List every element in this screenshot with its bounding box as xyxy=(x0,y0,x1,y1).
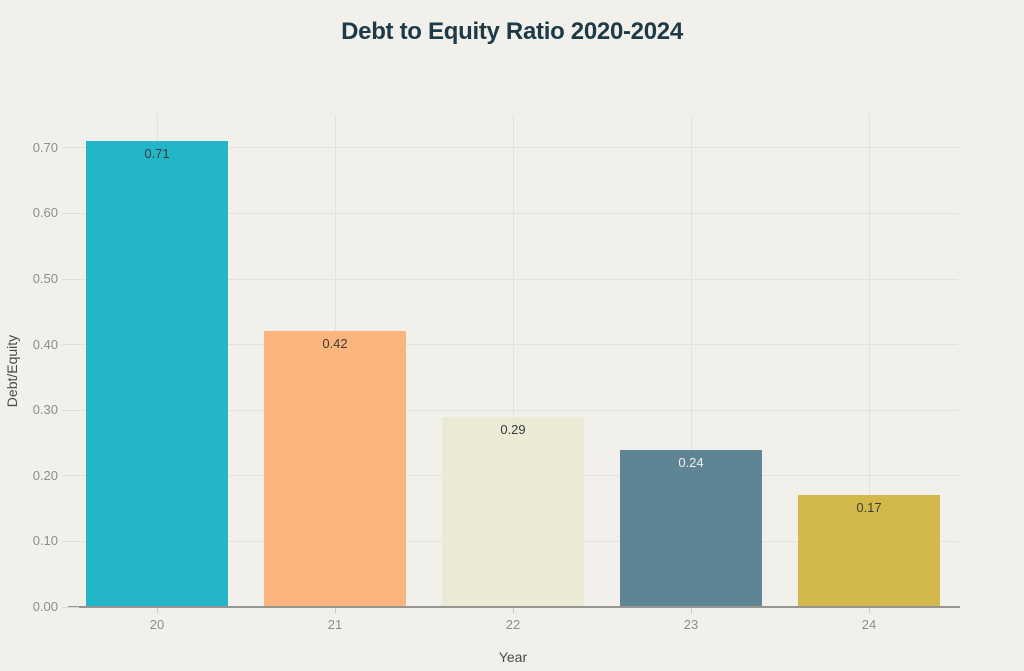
y-tick-label-0.70: 0.70 xyxy=(32,139,58,155)
bar-value-label-23: 0.24 xyxy=(678,455,704,470)
bar-value-label-24: 0.17 xyxy=(856,500,882,515)
y-tick-label-0.20: 0.20 xyxy=(32,467,58,483)
y-tick-label-0.00: 0.00 xyxy=(32,599,58,614)
x-tick-label-21: 21 xyxy=(327,617,343,632)
x-axis-line xyxy=(68,606,960,608)
bar-22: 0.29 xyxy=(442,417,584,607)
y-tick-mark-0.20 xyxy=(62,475,79,477)
horizontal-gridline-0.50 xyxy=(68,278,958,280)
bar-24: 0.17 xyxy=(798,495,940,607)
y-tick-label-0.50: 0.50 xyxy=(32,271,58,286)
y-tick-mark-0.30 xyxy=(62,409,79,411)
horizontal-gridline-0.70 xyxy=(68,147,958,149)
x-tick-mark-24 xyxy=(869,608,870,613)
plot-area: 0.71 0.42 0.29 0.24 0.17 xyxy=(68,115,958,607)
y-tick-mark-0.70 xyxy=(62,147,79,149)
bar-value-label-21: 0.42 xyxy=(322,336,348,351)
vertical-gridline-23 xyxy=(690,115,692,607)
bar-20: 0.71 xyxy=(86,141,228,607)
x-tick-mark-22 xyxy=(513,608,514,613)
x-tick-mark-21 xyxy=(335,608,336,613)
horizontal-gridline-0.60 xyxy=(68,212,958,214)
y-tick-label-0.60: 0.60 xyxy=(32,205,58,221)
y-tick-mark-0.40 xyxy=(62,344,79,346)
vertical-gridline-22 xyxy=(512,115,514,607)
x-tick-mark-20 xyxy=(157,608,158,613)
x-tick-label-23: 23 xyxy=(683,617,699,632)
x-tick-mark-23 xyxy=(691,608,692,613)
y-tick-mark-0.50 xyxy=(62,278,79,280)
bar-value-label-22: 0.29 xyxy=(500,422,526,437)
vertical-gridline-24 xyxy=(868,115,870,607)
y-tick-label-0.40: 0.40 xyxy=(32,336,58,352)
chart-title: Debt to Equity Ratio 2020-2024 xyxy=(341,18,683,45)
horizontal-gridline-0.30 xyxy=(68,409,958,411)
x-tick-label-20: 20 xyxy=(149,617,165,632)
bar-23: 0.24 xyxy=(620,450,762,607)
y-tick-label-0.30: 0.30 xyxy=(32,402,58,418)
x-tick-label-24: 24 xyxy=(861,617,877,632)
bar-value-label-20: 0.71 xyxy=(144,146,170,161)
horizontal-gridline-0.40 xyxy=(68,344,958,346)
y-tick-mark-0.00 xyxy=(62,606,79,608)
x-tick-label-22: 22 xyxy=(505,617,521,632)
y-tick-mark-0.60 xyxy=(62,212,79,214)
x-axis-title: Year xyxy=(498,649,528,665)
y-tick-mark-0.10 xyxy=(62,540,79,542)
bar-21: 0.42 xyxy=(264,331,406,607)
y-tick-label-0.10: 0.10 xyxy=(32,533,58,549)
